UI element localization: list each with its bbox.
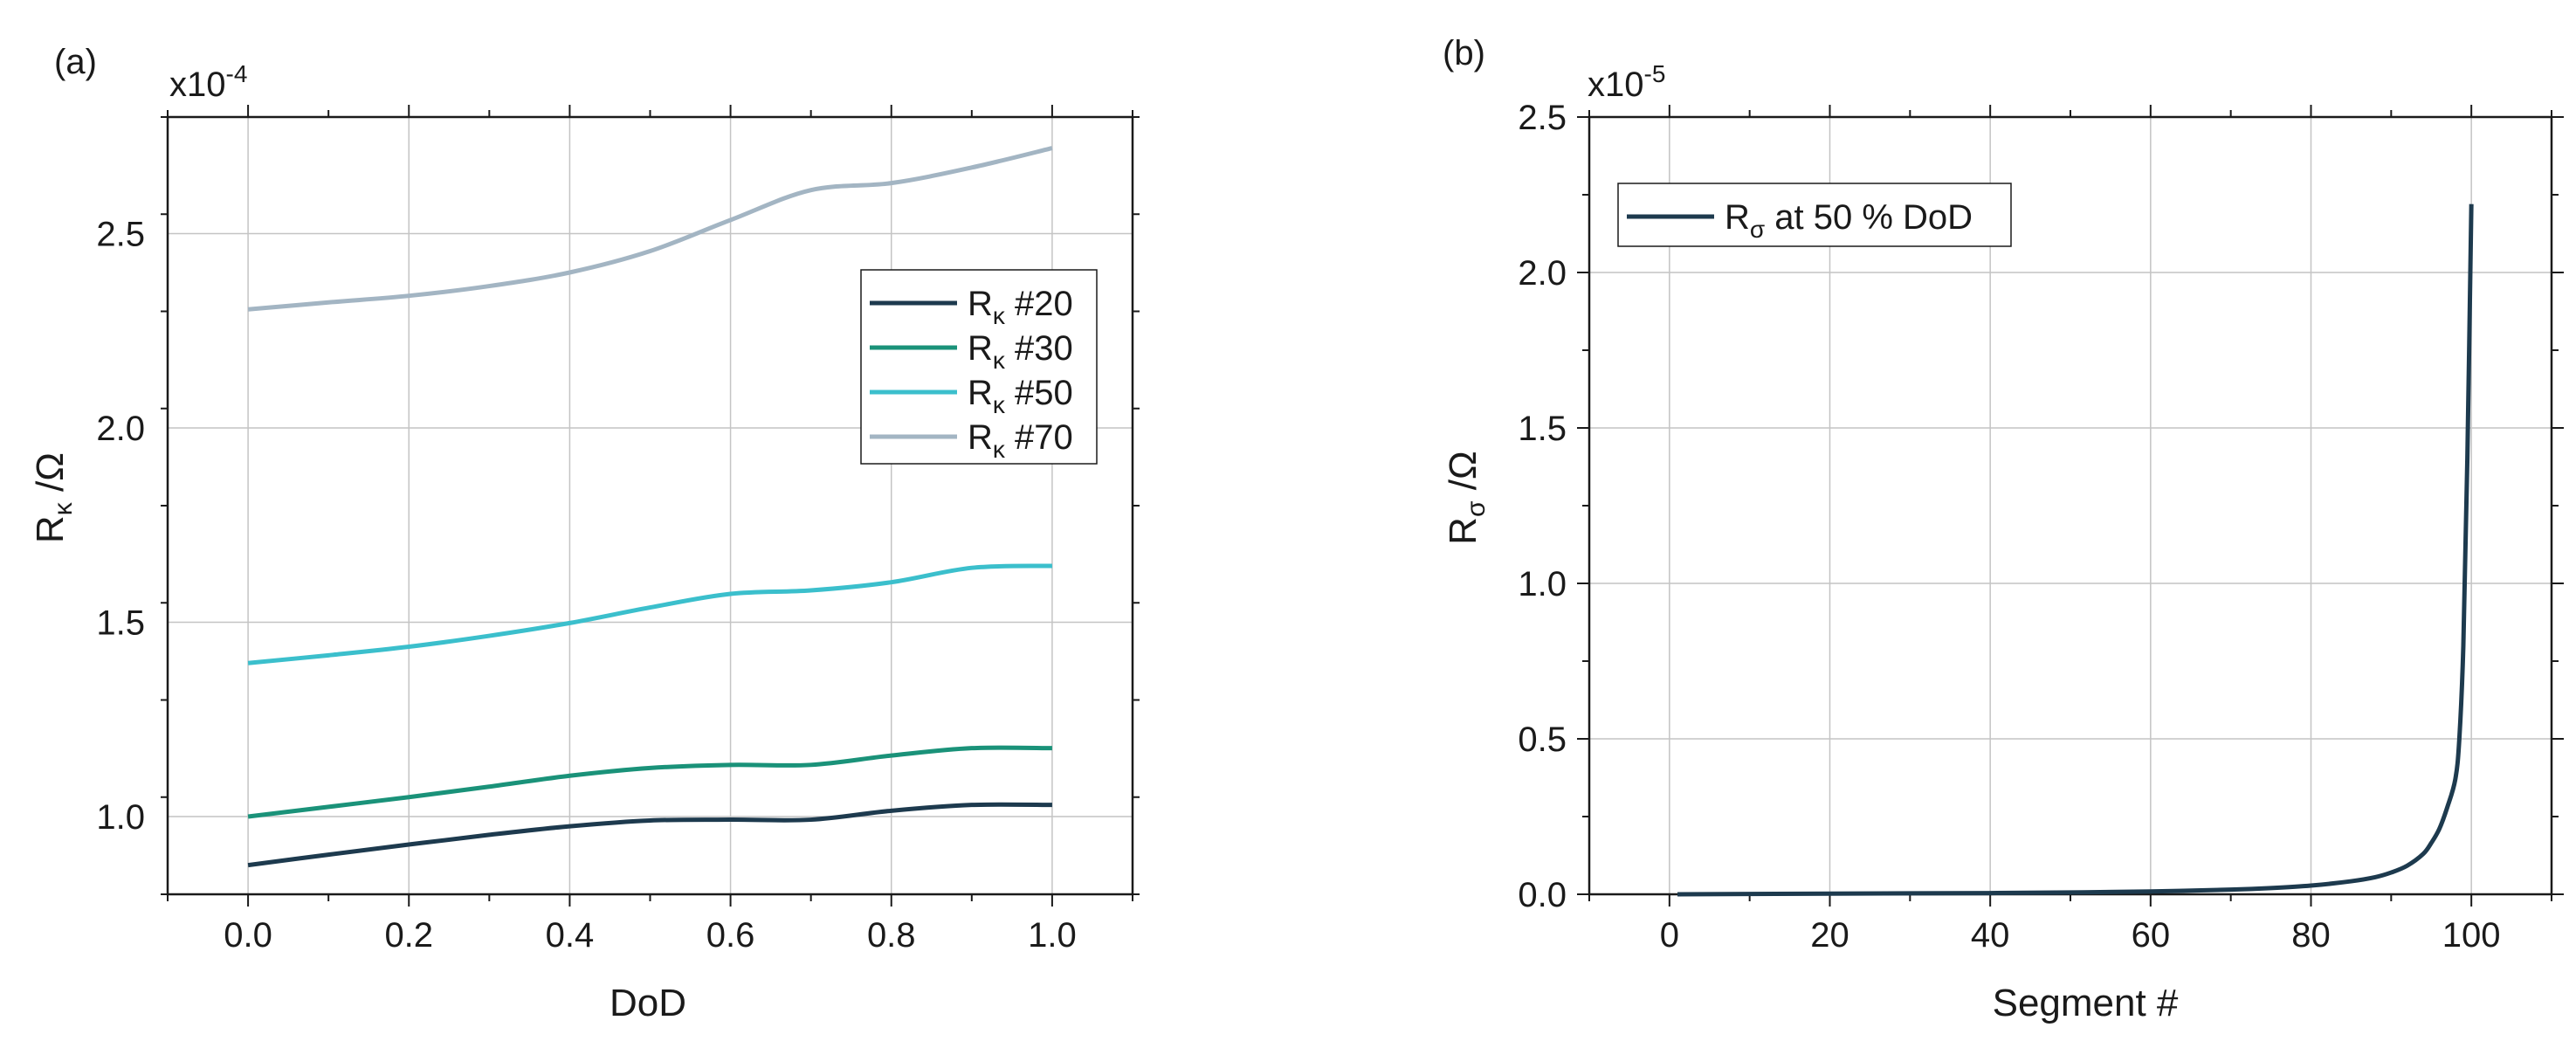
panel-b-label: (b)	[1443, 34, 1485, 72]
panel-a-exponent-base: x10	[169, 66, 226, 104]
panel-b-x-tick-label: 20	[1810, 916, 1849, 955]
panel-a-y-tick-label: 2.0	[96, 410, 145, 448]
legend-label-main: R	[1725, 198, 1750, 237]
panel-b-y-label-sub: σ	[1462, 500, 1491, 517]
legend-label-suffix: at 50 % DoD	[1765, 198, 1973, 237]
legend-label-main: R	[968, 285, 993, 323]
panel-a: (a) x10-4 0.0 0.2 0.4 0.6 0.8 1.0 1.0 1.5 2.0 2.5…	[29, 43, 1140, 1024]
panel-b-x-tick-label: 60	[2132, 916, 2171, 955]
panel-a-label: (a)	[54, 43, 97, 81]
panel-b-exponent: x10-5	[1588, 60, 1665, 104]
panel-a-lines	[247, 146, 1053, 868]
panel-b-ticks: 0 20 40 60 80 100 0.0 0.5 1.0 1.5 2.0 2.5	[1518, 99, 2564, 955]
panel-b-series-line-1	[1677, 203, 2474, 897]
legend-label-sub: κ	[993, 347, 1006, 374]
panel-b-exponent-power: -5	[1644, 60, 1666, 87]
panel-b-y-tick-label: 1.0	[1518, 565, 1567, 603]
legend-label-sub: κ	[993, 436, 1006, 463]
legend-label-main: R	[968, 418, 993, 457]
panel-b-x-tick-label: 80	[2291, 916, 2331, 955]
panel-a-x-tick-label: 1.0	[1028, 916, 1077, 955]
legend-label-sub: σ	[1750, 216, 1765, 243]
legend-label-suffix: #20	[1005, 285, 1073, 323]
panel-b-legend: Rσ at 50 % DoD	[1617, 183, 2012, 247]
legend-label-sub: κ	[993, 302, 1006, 329]
panel-a-y-tick-label: 2.5	[96, 216, 145, 254]
legend-label-sub: κ	[993, 391, 1006, 418]
panel-b-x-tick-label: 100	[2442, 916, 2501, 955]
panel-b-y-tick-label: 1.5	[1518, 410, 1567, 448]
panel-b-y-tick-label: 2.5	[1518, 99, 1567, 137]
panel-b-y-label-unit: /Ω	[1442, 451, 1484, 500]
panel-b-y-tick-label: 0.0	[1518, 876, 1567, 914]
panel-a-legend-label-3: Rκ #50	[968, 374, 1073, 418]
panel-a-series-line-1	[247, 802, 1052, 868]
panel-a-series-line-2	[247, 745, 1052, 819]
panel-a-series-line-4	[247, 146, 1053, 312]
panel-b-y-tick-label: 2.0	[1518, 254, 1567, 293]
panel-a-exponent-power: -4	[226, 60, 248, 87]
panel-a-exponent: x10-4	[169, 60, 247, 104]
panel-b: (b) x10-5 0 20 40 60 80 100 0.0 0.5 1.0 1.5 2.0 2.5…	[1442, 34, 2564, 1024]
panel-b-legend-label-1: Rσ at 50 % DoD	[1725, 198, 1973, 243]
panel-a-y-tick-label: 1.5	[96, 604, 145, 643]
panel-a-x-tick-label: 0.0	[224, 916, 272, 955]
panel-b-x-tick-label: 40	[1971, 916, 2010, 955]
panel-a-y-label-sub: κ	[49, 501, 78, 515]
panel-a-x-tick-label: 0.4	[546, 916, 595, 955]
panel-b-y-axis-label: Rσ /Ω	[1442, 451, 1491, 545]
panel-a-y-axis-label: Rκ /Ω	[29, 452, 78, 543]
panel-a-x-tick-label: 0.2	[384, 916, 433, 955]
legend-label-main: R	[968, 374, 993, 412]
panel-b-y-tick-label: 0.5	[1518, 720, 1567, 759]
panel-a-y-tick-label: 1.0	[96, 798, 145, 837]
panel-a-ticks: 0.0 0.2 0.4 0.6 0.8 1.0 1.0 1.5 2.0 2.5	[96, 105, 1140, 955]
panel-a-legend-label-1: Rκ #20	[968, 285, 1073, 329]
legend-label-main: R	[968, 329, 993, 368]
panel-a-grid	[168, 117, 1133, 894]
panel-a-x-tick-label: 0.6	[706, 916, 755, 955]
legend-label-suffix: #50	[1005, 374, 1073, 412]
panel-b-exponent-base: x10	[1588, 66, 1644, 104]
panel-b-x-axis-label: Segment #	[1993, 982, 2179, 1024]
panel-a-y-label-unit: /Ω	[29, 452, 72, 502]
panel-a-x-tick-label: 0.8	[867, 916, 916, 955]
panel-a-legend-label-4: Rκ #70	[968, 418, 1073, 463]
panel-b-x-tick-label: 0	[1660, 916, 1679, 955]
panel-b-lines	[1677, 203, 2474, 897]
panel-a-x-axis-label: DoD	[610, 982, 686, 1024]
legend-label-suffix: #30	[1005, 329, 1073, 368]
panel-a-legend-label-2: Rκ #30	[968, 329, 1073, 374]
panel-a-series-line-3	[247, 563, 1052, 665]
legend-label-suffix: #70	[1005, 418, 1073, 457]
panel-a-y-label-main: R	[29, 515, 72, 543]
panel-b-y-label-main: R	[1442, 517, 1484, 545]
